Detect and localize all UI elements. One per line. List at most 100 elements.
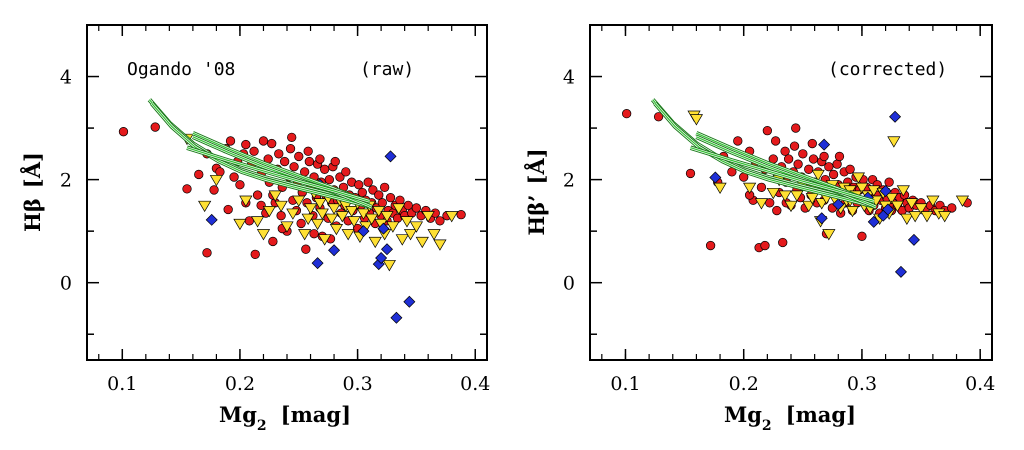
blue-diamond-point xyxy=(881,203,894,216)
yellow-triangle-point xyxy=(386,221,400,233)
right-ylabel-main: Hβ xyxy=(524,202,549,236)
blue-diamond-point xyxy=(815,212,828,225)
yellow-triangle-point xyxy=(313,198,327,210)
left-ticks: 0.1 0.2 0.3 0.4 0 2 4 xyxy=(60,24,490,395)
yellow-triangle-point xyxy=(327,203,341,215)
red-circle-point xyxy=(411,203,422,213)
x-tick-label: 0.3 xyxy=(847,373,877,395)
yellow-triangle-point xyxy=(209,175,224,187)
left-annotation-raw: (raw) xyxy=(360,59,414,80)
red-circle-point xyxy=(793,159,803,169)
left-xlabel-sub: 2 xyxy=(257,418,267,434)
red-circle-point xyxy=(622,108,632,119)
red-circle-point xyxy=(760,240,770,251)
left-model-lines xyxy=(147,98,373,210)
yellow-triangle-point xyxy=(802,200,816,213)
left-marks xyxy=(118,122,466,324)
yellow-triangle-point xyxy=(239,195,253,207)
right-marks xyxy=(622,108,972,278)
blue-diamond-point xyxy=(818,138,831,151)
red-circle-point xyxy=(947,203,957,213)
red-circle-point xyxy=(215,167,225,177)
yellow-triangle-point xyxy=(292,195,306,207)
yellow-triangle-point xyxy=(382,260,396,272)
yellow-triangle-point xyxy=(926,195,940,207)
yellow-triangle-point xyxy=(890,200,905,213)
yellow-triangle-point xyxy=(920,211,934,223)
red-circle-point xyxy=(733,136,743,146)
blue-diamond-point xyxy=(377,222,390,235)
red-circle-point xyxy=(315,154,325,164)
yellow-triangle-point xyxy=(445,211,459,223)
yellow-triangle-point xyxy=(689,114,704,126)
red-circle-point xyxy=(789,141,800,151)
left-xlabel-main: Mg xyxy=(219,402,257,427)
yellow-triangle-point xyxy=(280,221,294,233)
yellow-triangle-point xyxy=(268,190,282,202)
red-circle-point xyxy=(819,151,829,162)
red-circle-point xyxy=(808,154,819,164)
yellow-triangle-point xyxy=(256,229,271,241)
yellow-triangle-point xyxy=(908,211,922,223)
blue-diamond-point xyxy=(390,311,403,324)
red-circle-point xyxy=(354,180,364,190)
yellow-triangle-point xyxy=(938,211,952,223)
y-tick-label: 2 xyxy=(60,170,72,192)
blue-diamond-point xyxy=(907,233,920,246)
red-circle-point xyxy=(229,172,239,182)
red-circle-point xyxy=(194,169,204,180)
left-xlabel-unit: [mag] xyxy=(281,402,351,427)
red-circle-point xyxy=(385,193,396,203)
y-tick-label: 4 xyxy=(563,67,575,89)
blue-diamond-point xyxy=(375,251,388,264)
red-circle-point xyxy=(828,169,839,180)
red-circle-point xyxy=(235,180,245,190)
yellow-triangle-point xyxy=(955,195,970,207)
x-tick-label: 0.2 xyxy=(225,373,255,395)
y-tick-label: 0 xyxy=(563,273,575,295)
x-tick-label: 0.3 xyxy=(342,373,372,395)
yellow-triangle-point xyxy=(713,182,727,195)
y-tick-label: 2 xyxy=(563,170,575,192)
yellow-triangle-point xyxy=(262,205,276,218)
yellow-triangle-point xyxy=(887,136,901,148)
yellow-triangle-point xyxy=(415,236,429,249)
red-circle-point xyxy=(685,168,696,179)
blue-diamond-point xyxy=(832,198,845,211)
red-circle-point xyxy=(456,210,466,220)
blue-diamond-point xyxy=(311,257,324,270)
y-tick-label: 0 xyxy=(60,273,72,295)
red-circle-point xyxy=(756,182,767,192)
red-circle-point xyxy=(268,236,278,247)
red-circle-point xyxy=(791,123,801,133)
x-tick-label: 0.2 xyxy=(729,373,759,395)
red-circle-point xyxy=(309,229,319,239)
yellow-triangle-point xyxy=(884,193,899,205)
red-circle-point xyxy=(832,159,842,169)
red-circle-point xyxy=(778,237,788,248)
yellow-triangle-point xyxy=(790,190,804,202)
blue-diamond-point xyxy=(709,171,722,184)
red-circle-point xyxy=(319,164,330,174)
yellow-triangle-point xyxy=(743,182,757,195)
yellow-triangle-point xyxy=(784,200,798,213)
model-line xyxy=(690,147,874,202)
yellow-triangle-point xyxy=(766,187,780,200)
red-circle-point xyxy=(435,216,445,226)
model-line xyxy=(151,102,372,208)
red-circle-point xyxy=(377,198,387,208)
yellow-triangle-point xyxy=(298,229,312,241)
right-ticks: 0.1 0.2 0.3 0.4 0 2 4 xyxy=(563,24,995,395)
left-ylabel-unit: [Å] xyxy=(20,152,45,188)
yellow-triangle-point xyxy=(805,193,819,205)
red-circle-point xyxy=(857,231,867,241)
red-circle-point xyxy=(252,190,263,200)
yellow-triangle-point xyxy=(392,203,406,215)
red-circle-point xyxy=(335,172,345,182)
left-y-axis-label: Hβ [Å] xyxy=(20,152,45,232)
red-circle-point xyxy=(884,177,894,187)
yellow-triangle-point xyxy=(845,205,860,218)
blue-diamond-point xyxy=(867,215,880,228)
red-circle-point xyxy=(296,218,306,229)
